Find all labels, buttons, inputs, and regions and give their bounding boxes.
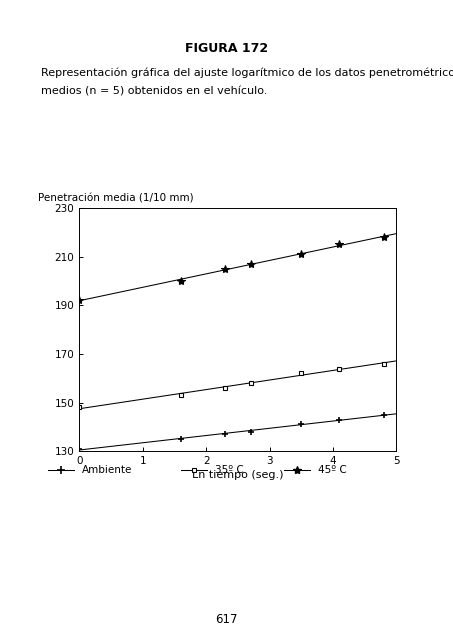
Text: medios (n = 5) obtenidos en el vehículo.: medios (n = 5) obtenidos en el vehículo. <box>41 86 267 97</box>
X-axis label: Ln tiempo (seg.): Ln tiempo (seg.) <box>192 470 284 480</box>
Text: Penetración media (1/10 mm): Penetración media (1/10 mm) <box>38 193 194 203</box>
Text: 617: 617 <box>215 613 238 626</box>
Text: 35º C: 35º C <box>215 465 244 476</box>
Text: Ambiente: Ambiente <box>82 465 132 476</box>
Text: FIGURA 172: FIGURA 172 <box>185 42 268 54</box>
Text: Representación gráfica del ajuste logarítmico de los datos penetrométricos: Representación gráfica del ajuste logarí… <box>41 67 453 77</box>
Text: 45º C: 45º C <box>318 465 347 476</box>
